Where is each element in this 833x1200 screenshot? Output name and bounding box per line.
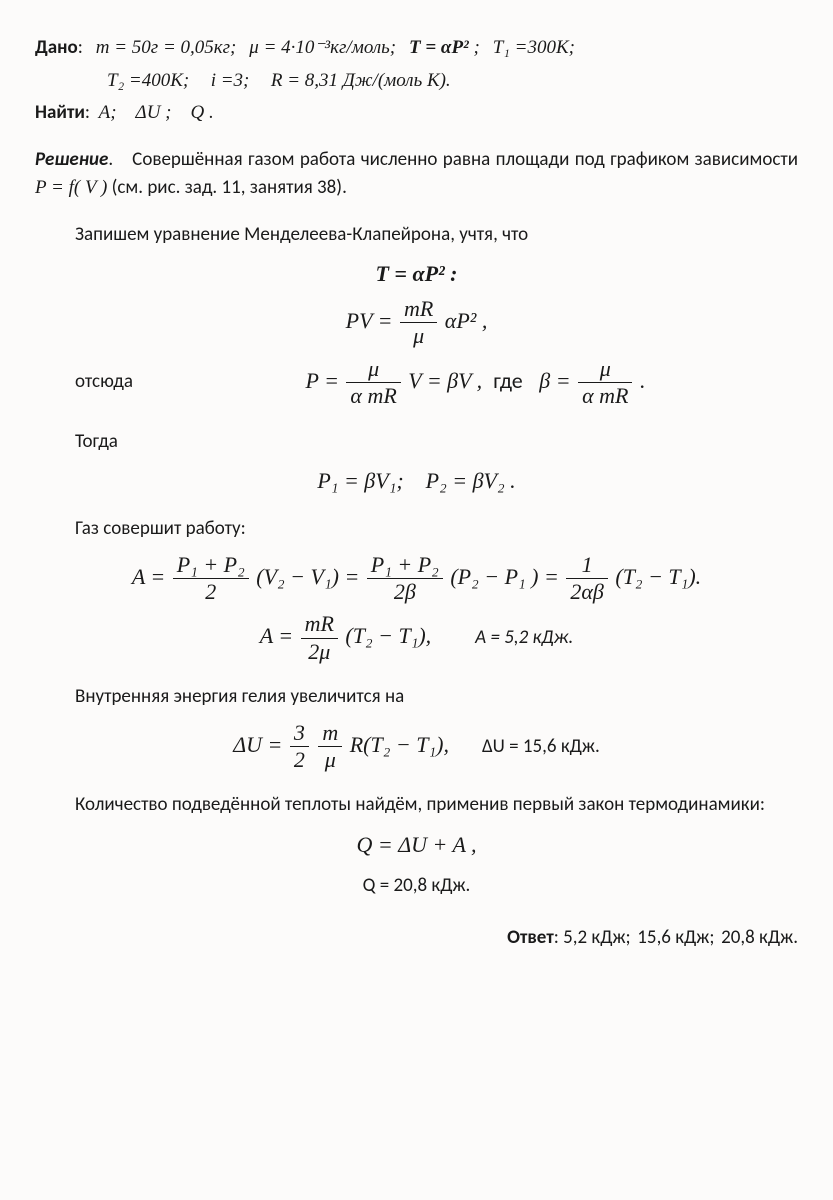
work-label: Газ совершит работу: — [35, 515, 798, 544]
eq-P-row: отсюда P = μα mR V = βV , где β = μα mR … — [35, 356, 798, 410]
sol-text-1: . Совершённая газом работа численно равн… — [108, 148, 798, 171]
eq-P12: P₁ = βV₁; P₂ = βV₂ . — [35, 464, 798, 497]
sol-pfv: P = f( V ) — [35, 177, 107, 198]
given-T1: T₁ =300К; — [493, 37, 575, 58]
given-i: i =3; — [211, 70, 250, 91]
solution-paragraph: Решение. Совершённая газом работа числен… — [35, 146, 798, 203]
solution-label: Решение — [35, 148, 108, 171]
given-mu: μ = 4·10⁻³кг/моль; — [249, 37, 396, 58]
answer-vals: : 5,2 кДж; 15,6 кДж; 20,8 кДж. — [554, 926, 798, 949]
eq-P: P = μα mR V = βV , где β = μα mR . — [153, 356, 798, 410]
find-line: Найти: A; ΔU ; Q . — [35, 99, 798, 128]
togda-label: Тогда — [35, 428, 798, 457]
given-line-1: Дано: m = 50г = 0,05кг; μ = 4·10⁻³кг/мол… — [35, 34, 798, 63]
eq-Q: Q = ΔU + A , — [35, 828, 798, 861]
eq-TaP2: T = αP² : — [35, 257, 798, 290]
sol-text-2: (см. рис. зад. 11, занятия 38). — [107, 176, 347, 199]
eq-A-mR: A = mR2μ (T₂ − T₁), A = 5,2 кДж. — [35, 611, 798, 665]
eq-PV: PV = mRμ αP² , — [35, 296, 798, 350]
otsuda-label: отсюда — [35, 368, 153, 397]
eq-dU: ΔU = 32 mμ R(T₂ − T₁), ΔU = 15,6 кДж. — [35, 720, 798, 774]
mendeleev-intro: Запишем уравнение Менделеева-Клапейрона,… — [35, 221, 798, 250]
given-line-2: T₂ =400К; i =3; R = 8,31 Дж/(моль К). — [35, 67, 798, 96]
eq-A-long: A = P₁ + P₂2 (V₂ − V₁) = P₁ + P₂2β (P₂ −… — [35, 552, 798, 606]
eq-Q-val: Q = 20,8 кДж. — [35, 867, 798, 901]
answer-label: Ответ — [507, 926, 554, 949]
given-T2: T₂ =400К; — [107, 70, 189, 91]
find-label: Найти — [35, 101, 85, 124]
heat-label: Количество подведённой теплоты найдём, п… — [35, 791, 798, 820]
answer-line: Ответ: 5,2 кДж; 15,6 кДж; 20,8 кДж. — [35, 924, 798, 953]
find-vars: A; ΔU ; Q . — [99, 102, 214, 123]
inner-energy-label: Внутренняя энергия гелия увеличится на — [35, 683, 798, 712]
given-m: m = 50г = 0,05кг; — [96, 37, 237, 58]
dano-label: Дано — [35, 36, 78, 59]
given-T-eq: T = αP² — [409, 37, 469, 58]
given-R: R = 8,31 Дж/(моль К). — [271, 70, 451, 91]
